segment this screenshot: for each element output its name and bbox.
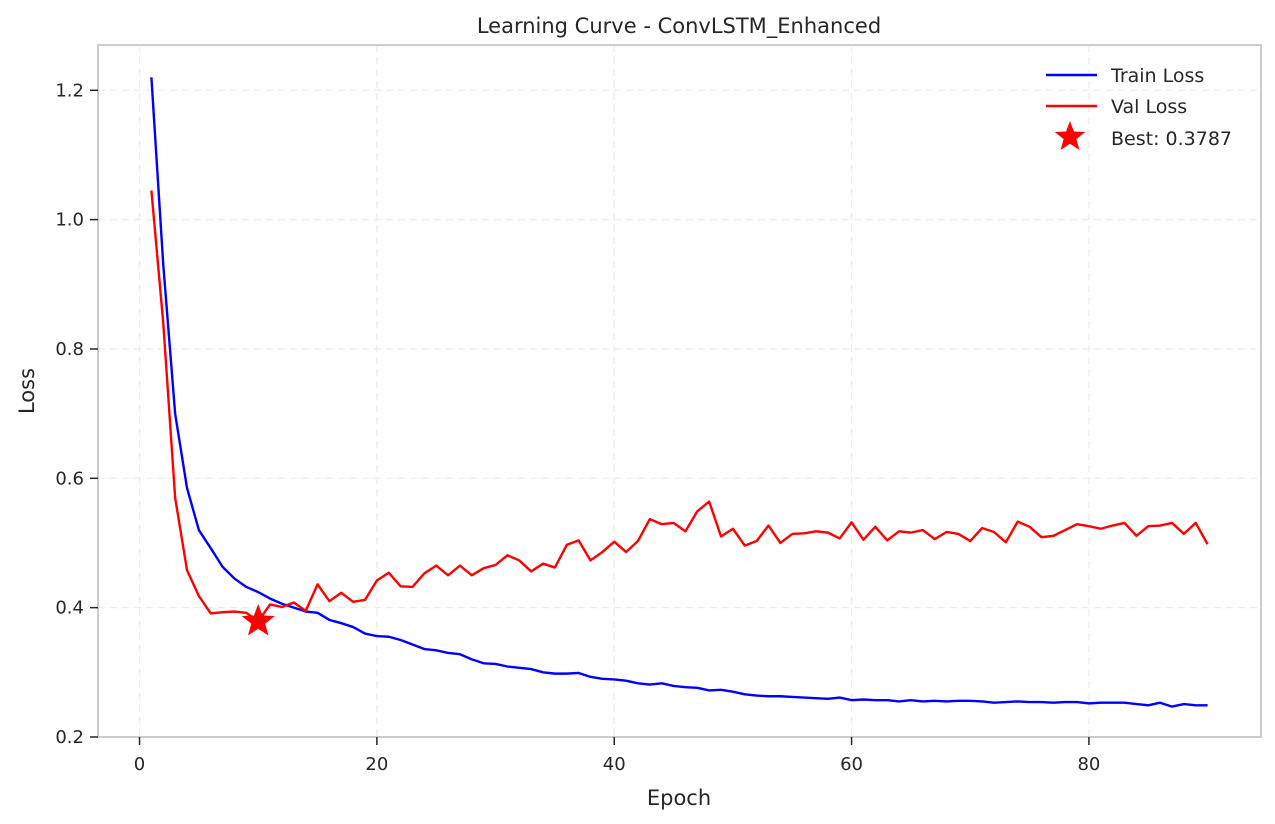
y-tick-label: 1.2 [55, 80, 84, 101]
y-tick-label: 0.6 [55, 468, 84, 489]
series-line-train-loss [150, 77, 1208, 708]
legend-train-loss-label: Train Loss [1110, 65, 1204, 87]
chart-title: Learning Curve - ConvLSTM_Enhanced [477, 14, 881, 39]
y-axis-ticks: 0.2 0.4 0.6 0.8 1.0 1.2 [55, 80, 98, 748]
legend-best-star-icon [1054, 121, 1086, 150]
x-axis-ticks: 0 20 40 60 80 [134, 737, 1100, 775]
y-tick-label: 0.8 [55, 339, 84, 360]
legend-best-label: Best: 0.3787 [1111, 128, 1232, 150]
x-tick-label: 40 [603, 754, 626, 775]
y-tick-label: 0.4 [55, 598, 84, 619]
plot-area-frame [97, 44, 1262, 738]
legend-val-loss-label: Val Loss [1111, 96, 1187, 118]
x-tick-label: 80 [1077, 754, 1100, 775]
y-axis-label: Loss [15, 368, 39, 414]
legend: Train Loss Val Loss Best: 0.3787 [1046, 65, 1232, 150]
grid-lines [98, 45, 1261, 738]
best-loss-star-marker [241, 604, 275, 636]
x-tick-label: 0 [134, 754, 145, 775]
x-axis-label: Epoch [647, 786, 711, 810]
y-tick-label: 1.0 [55, 210, 84, 231]
x-tick-label: 20 [365, 754, 388, 775]
series-layer [150, 77, 1209, 708]
series-line-val-loss [150, 190, 1209, 623]
y-tick-label: 0.2 [55, 727, 84, 748]
x-tick-label: 60 [840, 754, 863, 775]
